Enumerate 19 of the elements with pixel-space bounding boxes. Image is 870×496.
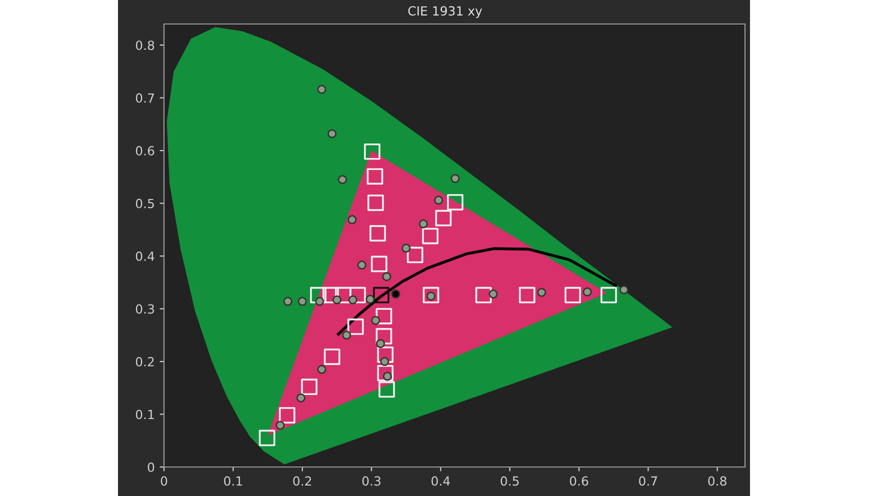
x-tick-label: 0.5 (500, 476, 519, 486)
x-tick-label: 0.2 (293, 476, 312, 486)
y-tick-label: 0.1 (136, 410, 154, 420)
x-tick-label: 0.6 (570, 476, 588, 486)
x-tick-label: 0.4 (432, 476, 450, 486)
y-tick-label: 0.3 (136, 304, 154, 314)
x-tick-label: 0 (160, 476, 168, 486)
y-tick-label: 0.5 (136, 198, 154, 208)
y-tick-label: 0.2 (136, 356, 154, 366)
y-tick-label: 0.4 (136, 252, 154, 261)
x-tick-label: 0.3 (362, 476, 380, 486)
y-tick-label: 0.6 (136, 146, 154, 156)
x-tick-label: 0.8 (708, 476, 726, 486)
x-tick-label: 0.7 (639, 476, 658, 486)
y-tick-label: 0.7 (136, 93, 154, 103)
x-tick-label: 0.1 (224, 476, 242, 486)
y-tick-label: 0 (148, 462, 154, 472)
chart-title: CIE 1931 xy (408, 6, 482, 18)
y-tick-label: 0.8 (136, 40, 154, 50)
